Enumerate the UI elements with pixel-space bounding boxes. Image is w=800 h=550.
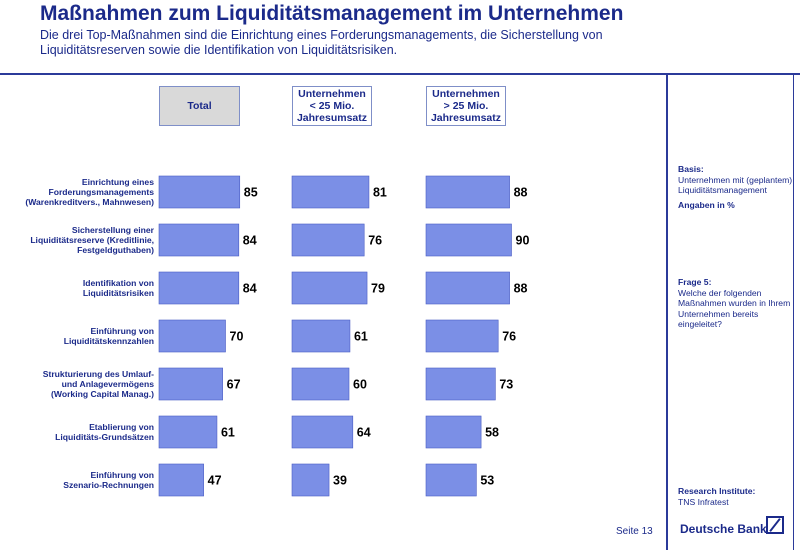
question-label: Frage 5: — [678, 277, 712, 287]
column-header-total-label: Total — [187, 100, 212, 112]
bar-value-label: 70 — [230, 330, 244, 344]
bar-value-label: 85 — [244, 186, 258, 200]
page-title: Maßnahmen zum Liquiditätsmanagement im U… — [40, 2, 624, 25]
bar-value-label: 76 — [368, 234, 382, 248]
question-text: Welche der folgenden Maßnahmen wurden in… — [678, 287, 791, 330]
category-label: Sicherstellung einer Liquiditätsreserve … — [30, 225, 154, 255]
bar — [158, 271, 240, 305]
category-label: Einführung von Szenario-Rechnungen — [63, 470, 154, 490]
institute-name: TNS Infratest — [678, 496, 729, 507]
bar — [291, 367, 350, 401]
bar-value-label: 81 — [373, 186, 387, 200]
category-label: Einrichtung eines Forderungsmanagements … — [25, 177, 154, 207]
basis-note: Basis: Unternehmen mit (geplantem) Liqui… — [678, 164, 793, 210]
column-header-small-label: Unternehmen < 25 Mio. Jahresumsatz — [296, 88, 368, 124]
bar-value-label: 88 — [514, 282, 528, 296]
bar-value-label: 47 — [208, 474, 222, 488]
brand-name: Deutsche Bank — [680, 522, 767, 536]
bar-value-label: 61 — [221, 426, 235, 440]
sidebar-divider — [666, 73, 668, 550]
bar-value-label: 53 — [480, 474, 494, 488]
column-header-large: Unternehmen > 25 Mio. Jahresumsatz — [426, 86, 506, 126]
bar — [158, 415, 218, 449]
bar — [425, 367, 496, 401]
question-note: Frage 5: Welche der folgenden Maßnahmen … — [678, 277, 793, 330]
bar — [425, 463, 477, 497]
bar — [158, 223, 240, 257]
bar — [291, 175, 370, 209]
bar-value-label: 84 — [243, 282, 257, 296]
category-label: Etablierung von Liquiditäts-Grundsätzen — [55, 422, 154, 442]
bar-value-label: 67 — [227, 378, 241, 392]
category-label: Einführung von Liquiditätskennzahlen — [63, 326, 154, 346]
bar-value-label: 84 — [243, 234, 257, 248]
bar — [158, 463, 204, 497]
bar-value-label: 76 — [502, 330, 516, 344]
unit-note: Angaben in % — [678, 199, 735, 210]
page-number: Seite 13 — [616, 526, 653, 537]
basis-text: Unternehmen mit (geplantem) Liquiditätsm… — [678, 174, 793, 196]
bar — [425, 271, 510, 305]
bar — [158, 175, 241, 209]
right-edge-divider — [793, 73, 794, 550]
basis-label: Basis: — [678, 164, 704, 174]
bar — [425, 223, 512, 257]
bar-value-label: 73 — [499, 378, 513, 392]
bar-value-label: 58 — [485, 426, 499, 440]
column-header-total: Total — [159, 86, 240, 126]
bar — [158, 319, 226, 353]
bar-value-label: 88 — [514, 186, 528, 200]
bar — [158, 367, 223, 401]
bar — [425, 319, 499, 353]
header-divider — [0, 73, 800, 75]
column-header-large-label: Unternehmen > 25 Mio. Jahresumsatz — [430, 88, 502, 124]
column-header-small: Unternehmen < 25 Mio. Jahresumsatz — [292, 86, 372, 126]
bar-value-label: 64 — [357, 426, 371, 440]
category-label: Identifikation von Liquiditätsrisiken — [82, 278, 154, 298]
institute-label: Research Institute: — [678, 486, 756, 496]
bar-value-label: 39 — [333, 474, 347, 488]
bar — [425, 415, 482, 449]
bar-value-label: 61 — [354, 330, 368, 344]
bar — [291, 415, 354, 449]
bar — [291, 223, 365, 257]
bar-value-label: 79 — [371, 282, 385, 296]
deutsche-bank-logo-icon — [766, 516, 784, 534]
institute-note: Research Institute: TNS Infratest — [678, 486, 793, 507]
page-subtitle: Die drei Top-Maßnahmen sind die Einricht… — [40, 28, 603, 57]
bar — [425, 175, 510, 209]
bar — [291, 319, 351, 353]
bar-value-label: 60 — [353, 378, 367, 392]
category-label: Strukturierung des Umlauf- und Anlagever… — [42, 369, 154, 399]
bar-value-label: 90 — [516, 234, 530, 248]
bar — [291, 463, 330, 497]
bar — [291, 271, 368, 305]
